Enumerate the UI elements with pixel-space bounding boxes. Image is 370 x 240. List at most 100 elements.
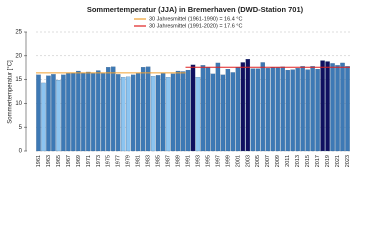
bar xyxy=(145,66,151,152)
bar xyxy=(280,66,285,152)
bar xyxy=(195,77,201,152)
bar xyxy=(165,77,171,152)
bar xyxy=(215,62,221,152)
bar xyxy=(335,65,340,152)
bar xyxy=(325,61,330,152)
x-tick-label: 1971 xyxy=(86,155,92,167)
bar xyxy=(270,67,275,152)
bar xyxy=(240,62,246,152)
bar xyxy=(295,68,300,152)
bar xyxy=(66,73,71,152)
x-tick-label: 1993 xyxy=(195,155,201,167)
x-tick-label: 2001 xyxy=(235,155,241,167)
bar xyxy=(330,63,335,152)
x-tick-label: 1991 xyxy=(185,155,191,167)
chart-title: Sommertemperatur (JJA) in Bremerhaven (D… xyxy=(87,5,304,14)
bar xyxy=(235,67,241,152)
x-tick-label: 1989 xyxy=(176,155,182,167)
y-tick-label: 15 xyxy=(15,77,22,83)
bar xyxy=(160,73,166,152)
x-tick-label: 1961 xyxy=(36,155,42,167)
x-tick-label: 2005 xyxy=(255,155,261,167)
x-tick-label: 1975 xyxy=(106,155,112,167)
legend-label: 30 Jahresmittel (1991-2020) = 17.6 °C xyxy=(149,23,242,29)
bar xyxy=(106,67,111,152)
x-tick-label: 1995 xyxy=(205,155,211,167)
bar xyxy=(41,82,46,152)
bar xyxy=(56,79,61,152)
bar xyxy=(315,69,320,152)
bar xyxy=(135,73,141,152)
x-tick-label: 1987 xyxy=(166,155,172,167)
x-tick-label: 1999 xyxy=(225,155,231,167)
x-tick-label: 1969 xyxy=(76,155,82,167)
bar xyxy=(126,76,131,152)
x-tick-label: 2023 xyxy=(345,155,351,167)
bar xyxy=(230,72,236,152)
y-tick-label: 5 xyxy=(19,125,23,131)
bar xyxy=(81,72,86,152)
y-axis-label: Sommertemperatur [°C] xyxy=(8,60,14,124)
bar xyxy=(51,74,56,152)
bar xyxy=(225,69,231,152)
x-tick-label: 1981 xyxy=(136,155,142,167)
bar xyxy=(96,70,101,152)
bar xyxy=(210,73,216,152)
bar xyxy=(130,74,136,152)
y-tick-label: 10 xyxy=(15,101,22,107)
bar xyxy=(150,76,156,152)
bar xyxy=(275,67,280,152)
bar xyxy=(91,73,96,152)
bar xyxy=(121,77,126,152)
bar xyxy=(285,69,290,152)
legend-label: 30 Jahresmittel (1961-1990) = 16.4 °C xyxy=(149,16,242,22)
bar xyxy=(250,68,256,152)
bar xyxy=(61,74,66,152)
bar xyxy=(140,67,146,152)
bar xyxy=(71,72,76,152)
bar xyxy=(340,62,345,152)
bar xyxy=(200,65,206,152)
x-tick-label: 2017 xyxy=(315,155,321,167)
bar xyxy=(345,66,350,152)
bar xyxy=(190,64,196,152)
bar xyxy=(220,74,226,152)
bar xyxy=(180,71,186,152)
x-tick-label: 1965 xyxy=(56,155,62,167)
chart: Sommertemperatur (JJA) in Bremerhaven (D… xyxy=(8,5,351,167)
y-tick-label: 0 xyxy=(19,149,23,155)
x-tick-label: 2009 xyxy=(275,155,281,167)
bar xyxy=(305,69,310,152)
x-tick-label: 2007 xyxy=(265,155,271,167)
bar xyxy=(290,69,295,152)
bar xyxy=(155,75,161,152)
bar xyxy=(86,71,91,152)
bar xyxy=(116,74,121,152)
bar xyxy=(175,70,181,152)
bar xyxy=(76,70,81,152)
x-tick-label: 1979 xyxy=(126,155,132,167)
bar xyxy=(185,69,191,152)
bar xyxy=(36,74,41,152)
bar xyxy=(300,66,305,152)
bar xyxy=(320,60,325,152)
bar xyxy=(245,59,251,152)
x-tick-label: 2011 xyxy=(285,155,291,167)
bar xyxy=(255,68,260,152)
y-tick-label: 20 xyxy=(15,53,22,59)
x-tick-label: 2021 xyxy=(335,155,341,167)
bar xyxy=(205,67,211,152)
y-tick-label: 25 xyxy=(15,30,22,36)
bar xyxy=(111,66,116,152)
page: {"chart_data": {"type": "bar", "title": … xyxy=(7,4,351,168)
x-tick-label: 2015 xyxy=(305,155,311,167)
x-tick-label: 1985 xyxy=(156,155,162,167)
x-tick-label: 1967 xyxy=(66,155,72,167)
bar xyxy=(310,66,315,152)
bar xyxy=(46,75,51,152)
x-tick-label: 1973 xyxy=(96,155,102,167)
x-tick-label: 2003 xyxy=(245,155,251,167)
x-tick-label: 2013 xyxy=(295,155,301,167)
x-tick-label: 1997 xyxy=(215,155,221,167)
bar xyxy=(265,68,270,152)
